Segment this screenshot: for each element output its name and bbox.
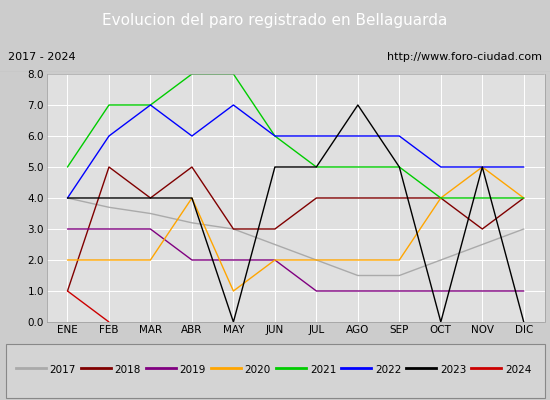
- Text: 2017 - 2024: 2017 - 2024: [8, 52, 76, 62]
- Text: 2018: 2018: [115, 365, 141, 375]
- Text: 2017: 2017: [50, 365, 76, 375]
- Text: http://www.foro-ciudad.com: http://www.foro-ciudad.com: [387, 52, 542, 62]
- Text: 2019: 2019: [180, 365, 206, 375]
- Text: 2023: 2023: [440, 365, 466, 375]
- Text: Evolucion del paro registrado en Bellaguarda: Evolucion del paro registrado en Bellagu…: [102, 14, 448, 28]
- Text: 2022: 2022: [375, 365, 401, 375]
- Text: 2021: 2021: [310, 365, 336, 375]
- Text: 2024: 2024: [505, 365, 531, 375]
- Text: 2020: 2020: [245, 365, 271, 375]
